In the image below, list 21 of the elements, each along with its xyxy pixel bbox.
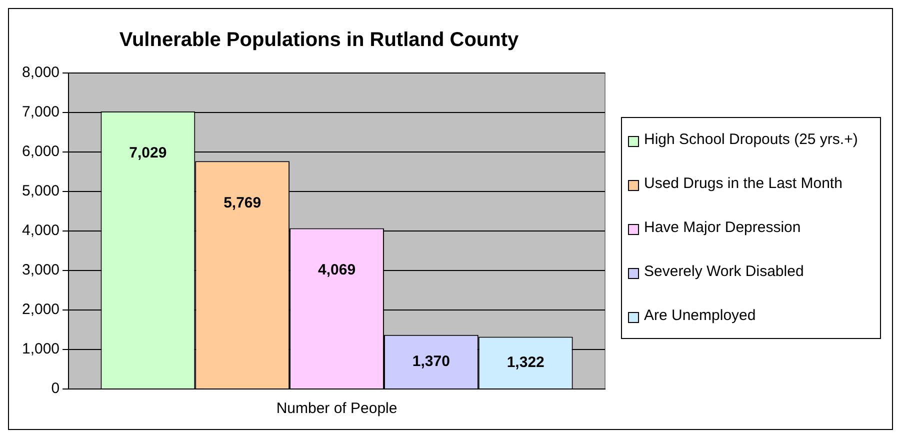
data-label: 1,370 bbox=[412, 352, 450, 370]
y-tick-label: 5,000 bbox=[22, 182, 60, 200]
data-label: 1,322 bbox=[506, 354, 544, 371]
legend-label: Used Drugs in the Last Month bbox=[644, 175, 842, 192]
data-label: 5,769 bbox=[224, 194, 262, 212]
data-label: 7,029 bbox=[129, 144, 167, 162]
y-tick-label: 2,000 bbox=[22, 301, 60, 318]
y-tick-label: 1,000 bbox=[22, 340, 60, 358]
chart-title: Vulnerable Populations in Rutland County bbox=[118, 29, 520, 52]
legend-label: Severely Work Disabled bbox=[644, 263, 804, 280]
y-tick-label: 4,000 bbox=[22, 222, 60, 240]
legend-label: Are Unemployed bbox=[644, 307, 756, 324]
y-tick-label: 0 bbox=[51, 380, 60, 398]
y-tick-label: 8,000 bbox=[22, 64, 60, 82]
y-tick-label: 7,000 bbox=[22, 104, 60, 121]
legend-label: High School Dropouts (25 yrs.+) bbox=[644, 131, 858, 148]
data-label: 4,069 bbox=[318, 261, 356, 278]
x-tick-label: Number of People bbox=[276, 400, 398, 418]
y-tick-label: 6,000 bbox=[22, 143, 60, 160]
y-tick-label: 3,000 bbox=[22, 262, 60, 279]
legend-label: Have Major Depression bbox=[644, 219, 801, 236]
